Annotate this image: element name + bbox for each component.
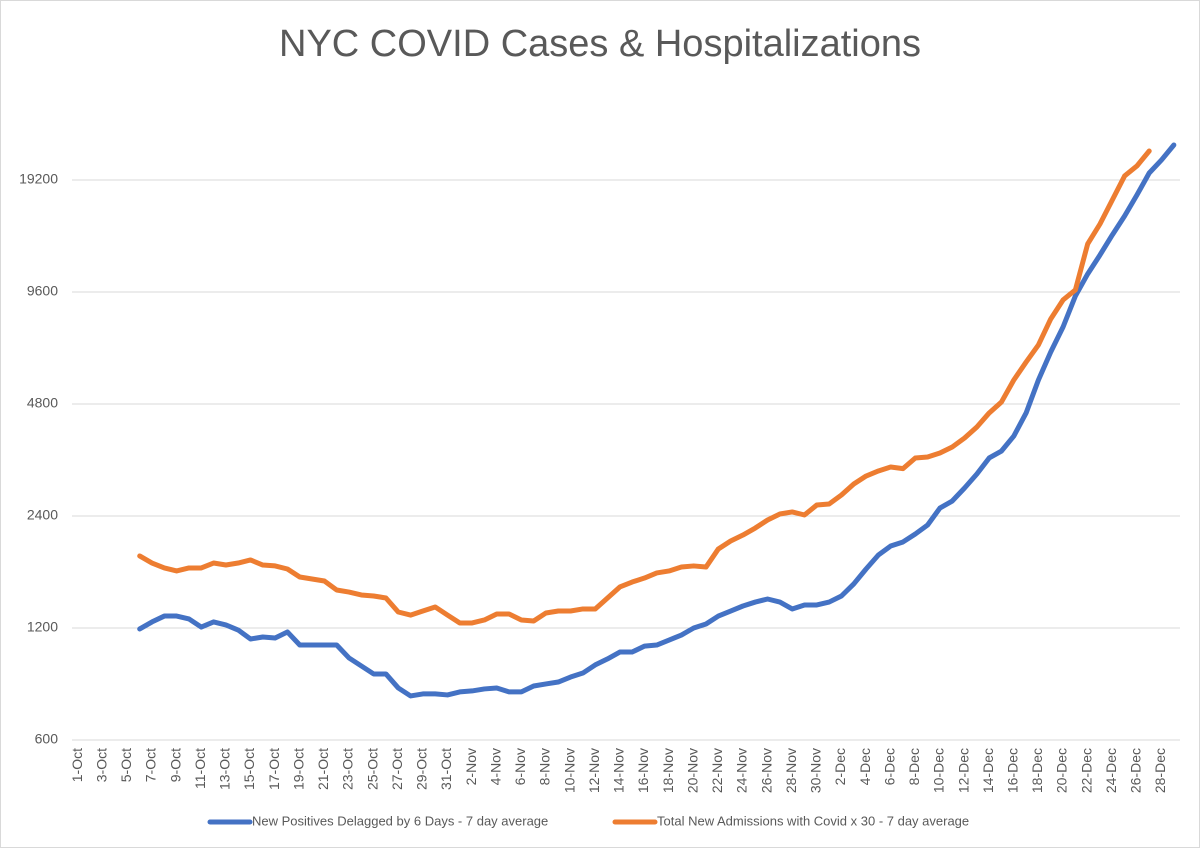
x-tick-label: 24-Dec	[1103, 748, 1119, 793]
y-tick-label: 4800	[27, 395, 58, 411]
x-tick-label: 14-Dec	[980, 748, 996, 793]
x-tick-label: 9-Oct	[167, 748, 183, 782]
x-tick-label: 25-Oct	[364, 748, 380, 790]
y-tick-label: 600	[35, 731, 59, 747]
x-tick-label: 12-Dec	[955, 748, 971, 793]
y-tick-label: 9600	[27, 283, 58, 299]
y-tick-label: 2400	[27, 507, 58, 523]
legend-label: Total New Admissions with Covid x 30 - 7…	[657, 813, 969, 828]
x-tick-label: 10-Nov	[561, 748, 577, 793]
y-tick-label: 1200	[27, 619, 58, 635]
x-tick-label: 26-Nov	[758, 748, 774, 793]
x-tick-label: 28-Dec	[1152, 748, 1168, 793]
x-tick-label: 8-Nov	[537, 748, 553, 785]
x-tick-label: 10-Dec	[931, 748, 947, 793]
x-tick-label: 20-Dec	[1054, 748, 1070, 793]
x-tick-label: 31-Oct	[438, 748, 454, 790]
x-tick-label: 29-Oct	[414, 748, 430, 790]
x-tick-label: 8-Dec	[906, 748, 922, 785]
x-tick-label: 20-Nov	[684, 748, 700, 793]
x-tick-label: 3-Oct	[93, 748, 109, 782]
x-tick-label: 16-Dec	[1005, 748, 1021, 793]
x-tick-label: 13-Oct	[217, 748, 233, 790]
x-tick-label: 22-Dec	[1078, 748, 1094, 793]
x-tick-label: 7-Oct	[143, 748, 159, 782]
x-tick-label: 22-Nov	[709, 748, 725, 793]
series-line	[137, 142, 1177, 699]
x-tick-label: 12-Nov	[586, 748, 602, 793]
x-tick-label: 26-Dec	[1128, 748, 1144, 793]
x-tick-label: 5-Oct	[118, 748, 134, 782]
x-tick-label: 16-Nov	[635, 748, 651, 793]
x-tick-label: 6-Nov	[512, 748, 528, 785]
x-tick-label: 30-Nov	[808, 748, 824, 793]
y-tick-label: 19200	[19, 171, 58, 187]
series-line	[137, 148, 1152, 626]
x-tick-label: 6-Dec	[881, 748, 897, 785]
x-tick-label: 11-Oct	[192, 748, 208, 789]
x-tick-label: 1-Oct	[69, 748, 85, 782]
x-tick-label: 24-Nov	[734, 748, 750, 793]
x-tick-label: 14-Nov	[611, 748, 627, 793]
x-tick-label: 28-Nov	[783, 748, 799, 793]
x-tick-label: 15-Oct	[241, 748, 257, 790]
x-tick-label: 17-Oct	[266, 748, 282, 790]
x-tick-label: 2-Nov	[463, 748, 479, 785]
x-tick-label: 4-Dec	[857, 748, 873, 785]
x-tick-label: 18-Dec	[1029, 748, 1045, 793]
x-tick-label: 27-Oct	[389, 748, 405, 790]
x-tick-label: 21-Oct	[315, 748, 331, 790]
chart-title: NYC COVID Cases & Hospitalizations	[279, 23, 921, 65]
x-tick-label: 2-Dec	[832, 748, 848, 785]
x-tick-label: 23-Oct	[340, 748, 356, 790]
x-tick-label: 19-Oct	[290, 748, 306, 790]
x-tick-label: 4-Nov	[487, 748, 503, 785]
legend-label: New Positives Delagged by 6 Days - 7 day…	[252, 813, 548, 828]
x-tick-label: 18-Nov	[660, 748, 676, 793]
